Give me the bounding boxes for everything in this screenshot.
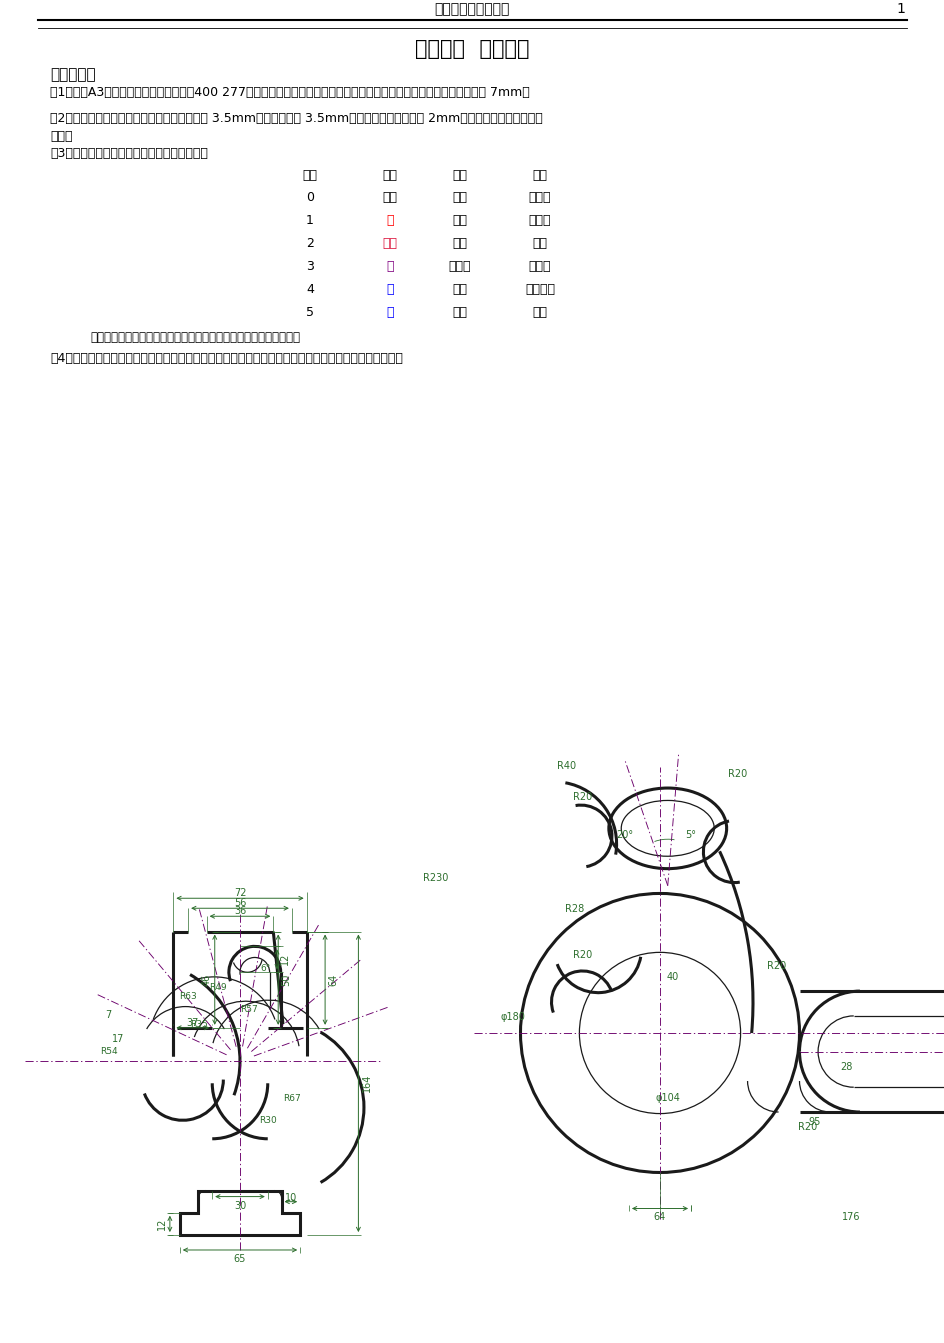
Text: （1）设置A3图框，用粗实线画出过框（400 277），按尺寸在右下角绘制标题栏，在对应框内填写姓名和准考证号，字高 7mm。: （1）设置A3图框，用粗实线画出过框（400 277），按尺寸在右下角绘制标题栏… [50,86,530,99]
Text: 6°: 6° [261,964,271,974]
Text: 50: 50 [281,974,291,986]
Text: R63: R63 [179,992,197,1001]
Text: 46: 46 [201,974,211,986]
Text: R20: R20 [766,962,785,971]
Text: （2）尺寸标注采用中格式。尺寸参数：字高为 3.5mm，箭头长度为 3.5mm，尺寸界线延伸长度为 2mm，其余参数使用系统默省: （2）尺寸标注采用中格式。尺寸参数：字高为 3.5mm，箭头长度为 3.5mm，… [50,111,542,125]
Text: 1: 1 [306,214,313,227]
Text: 中心线: 中心线 [529,261,550,273]
Text: 0: 0 [306,191,313,204]
Text: 56: 56 [233,898,246,908]
Text: 黑白: 黑白 [382,191,397,204]
Text: 10: 10 [284,1193,296,1203]
Text: 30: 30 [233,1201,245,1210]
Text: 5: 5 [306,306,313,318]
Text: 颜色: 颜色 [382,169,397,181]
Text: 37: 37 [187,1018,199,1027]
Text: R20: R20 [797,1121,816,1132]
Text: 用途: 用途 [531,169,547,181]
Text: 64: 64 [653,1213,666,1222]
Text: 1: 1 [895,1,904,16]
Text: 第一部分  作图准备: 第一部分 作图准备 [414,39,529,59]
Text: （4）将所有图形存在一个文件中，均匀布置在边框内。存盘前使图框充满屏幕，文件名采用准考证号码。: （4）将所有图形存在一个文件中，均匀布置在边框内。存盘前使图框充满屏幕，文件名采… [50,352,402,365]
Text: R40: R40 [557,761,576,771]
Text: 层名: 层名 [302,169,317,181]
Text: 洋红: 洋红 [382,236,397,250]
Text: 虚线: 虚线 [452,236,467,250]
Text: 28: 28 [839,1062,851,1072]
Text: 实线: 实线 [452,283,467,295]
Text: R20: R20 [572,792,592,802]
Text: 20°: 20° [615,830,632,839]
Text: 考试要求：: 考试要求： [50,67,95,82]
Text: 64: 64 [328,974,338,986]
Text: φ180: φ180 [499,1013,525,1022]
Text: R30: R30 [259,1116,277,1125]
Text: 65: 65 [233,1254,246,1264]
Text: 40: 40 [666,972,678,982]
Text: 设置。: 设置。 [50,130,73,142]
Text: R28: R28 [565,904,583,915]
Text: R67: R67 [282,1093,300,1103]
Text: 红: 红 [386,214,394,227]
Text: φ104: φ104 [654,1093,680,1103]
Text: （3）分层绘图。图层、颜色、线型要求如下：: （3）分层绘图。图层、颜色、线型要求如下： [50,146,208,160]
Text: 其余参数使用系统默省设置。另外需要建立的图层，考生自行设置。: 其余参数使用系统默省设置。另外需要建立的图层，考生自行设置。 [90,330,299,344]
Text: 高级制图员技能培训: 高级制图员技能培训 [434,1,509,16]
Text: 5°: 5° [684,830,696,839]
Text: R230: R230 [422,873,447,882]
Text: 线型: 线型 [452,169,467,181]
Text: R54: R54 [100,1048,117,1057]
Text: 17: 17 [111,1034,124,1044]
Text: 点画线: 点画线 [448,261,471,273]
Text: 12: 12 [279,954,290,966]
Text: R49: R49 [209,983,227,991]
Text: 7: 7 [106,1010,111,1019]
Text: 164: 164 [362,1074,372,1092]
Text: 实线: 实线 [452,191,467,204]
Text: 4: 4 [306,283,313,295]
Text: 紫: 紫 [386,261,394,273]
Text: 36: 36 [233,907,245,916]
Text: 95: 95 [808,1117,820,1127]
Text: 蓝: 蓝 [386,306,394,318]
Text: R20: R20 [727,770,747,779]
Text: 12: 12 [157,1218,167,1230]
Text: 实线: 实线 [452,214,467,227]
Text: R57: R57 [240,1005,258,1014]
Text: 3: 3 [306,261,313,273]
Text: R35: R35 [191,1019,208,1029]
Text: 实线: 实线 [452,306,467,318]
Text: R20: R20 [572,951,592,960]
Text: 虚线: 虚线 [531,236,547,250]
Text: 2: 2 [306,236,313,250]
Text: 蓝: 蓝 [386,283,394,295]
Text: 尺寸标注: 尺寸标注 [525,283,554,295]
Text: 细实线: 细实线 [529,214,550,227]
Text: 粗实线: 粗实线 [529,191,550,204]
Text: 176: 176 [841,1213,860,1222]
Text: 文字: 文字 [531,306,547,318]
Text: 72: 72 [233,888,246,898]
